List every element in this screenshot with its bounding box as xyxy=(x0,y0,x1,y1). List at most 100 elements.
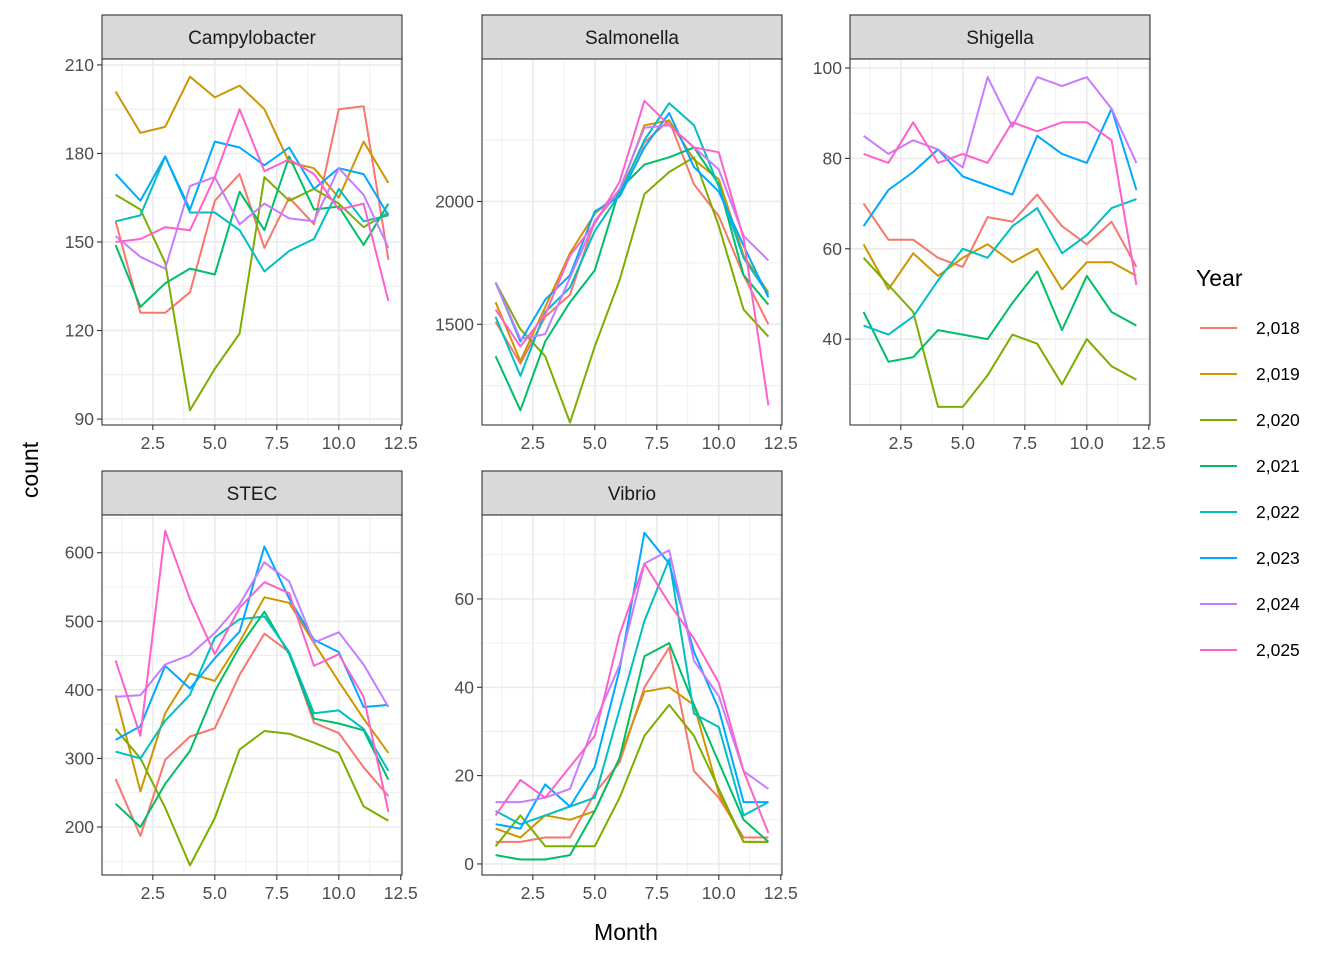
series-line-2-020 xyxy=(114,728,389,867)
x-tick-label: 5.0 xyxy=(203,883,228,903)
facet-strip-label: STEC xyxy=(227,484,278,505)
x-tick-label: 7.5 xyxy=(645,883,669,903)
facet-strip-label: Salmonella xyxy=(585,28,679,49)
legend-item-2-022: 2,022 xyxy=(1200,502,1300,522)
panel-stec: STEC 2.5 5.0 7.5 10.0 12.5 200 300 400 500 600 xyxy=(65,470,418,903)
series-line-2-018 xyxy=(862,193,1138,268)
x-tick-label: 2.5 xyxy=(141,883,165,903)
x-tick-label: 10.0 xyxy=(322,433,356,453)
series-line-2-019 xyxy=(495,686,769,843)
legend-item-2-023: 2,023 xyxy=(1200,548,1300,568)
x-tick-label: 10.0 xyxy=(702,433,736,453)
x-axis-title: Month xyxy=(594,919,658,945)
y-tick-label: 90 xyxy=(75,409,95,429)
series-line-2-025 xyxy=(494,99,770,406)
y-tick-label: 600 xyxy=(65,543,94,563)
legend-item-2-021: 2,021 xyxy=(1200,456,1300,476)
y-tick-label: 40 xyxy=(455,677,475,697)
series-line-2-019 xyxy=(862,243,1137,291)
x-tick-label: 2.5 xyxy=(889,433,913,453)
x-tick-label: 2.5 xyxy=(521,433,545,453)
x-tick-label: 2.5 xyxy=(521,883,545,903)
y-tick-label: 100 xyxy=(813,58,842,78)
x-tick-label: 5.0 xyxy=(583,883,608,903)
y-tick-label: 20 xyxy=(455,766,475,786)
x-tick-label: 10.0 xyxy=(322,883,356,903)
panel-border xyxy=(849,58,1151,426)
legend-label: 2,025 xyxy=(1256,640,1300,660)
y-tick-label: 400 xyxy=(65,680,94,700)
y-axis-title: count xyxy=(17,441,43,498)
facet-strip-label: Shigella xyxy=(966,28,1034,49)
series-line-2-025 xyxy=(115,108,390,302)
legend-item-2-020: 2,020 xyxy=(1200,410,1300,430)
y-tick-label: 150 xyxy=(65,232,94,252)
y-tick-label: 300 xyxy=(65,748,94,768)
panel-salmonella: Salmonella 2.5 5.0 7.5 10.0 12.5 1500 2000 xyxy=(435,14,798,453)
series-line-2-019 xyxy=(114,75,390,199)
series-line-2-024 xyxy=(115,561,390,708)
x-tick-label: 12.5 xyxy=(384,433,418,453)
y-tick-label: 0 xyxy=(464,854,474,874)
series-line-2-022 xyxy=(495,558,769,826)
series-line-2-025 xyxy=(494,562,770,834)
panel-background xyxy=(482,59,782,425)
series-line-2-022 xyxy=(863,198,1137,336)
x-tick-label: 5.0 xyxy=(583,433,608,453)
x-tick-label: 7.5 xyxy=(265,883,289,903)
legend-item-2-019: 2,019 xyxy=(1200,364,1300,384)
y-tick-label: 60 xyxy=(823,239,843,259)
series-line-2-024 xyxy=(494,124,770,340)
x-tick-label: 10.0 xyxy=(1070,433,1104,453)
series-line-2-023 xyxy=(114,140,390,216)
panel-border xyxy=(101,514,403,876)
y-tick-label: 60 xyxy=(455,589,475,609)
series-line-2-020 xyxy=(494,703,769,848)
y-tick-label: 40 xyxy=(823,329,843,349)
y-tick-label: 200 xyxy=(65,817,94,837)
series-line-2-020 xyxy=(862,257,1137,408)
legend-item-2-018: 2,018 xyxy=(1200,318,1300,338)
legend-label: 2,019 xyxy=(1256,364,1300,384)
facet-strip xyxy=(849,14,1151,60)
series-line-2-021 xyxy=(114,155,390,308)
legend-label: 2,020 xyxy=(1256,410,1300,430)
legend-item-2-024: 2,024 xyxy=(1200,594,1300,614)
legend-label: 2,018 xyxy=(1256,318,1300,338)
facet-strip-label: Campylobacter xyxy=(188,28,316,49)
x-tick-label: 12.5 xyxy=(1132,433,1166,453)
x-tick-label: 12.5 xyxy=(764,883,798,903)
panel-shigella: Shigella 2.5 5.0 7.5 10.0 12.5 40 60 80 100 xyxy=(813,14,1166,453)
x-tick-label: 12.5 xyxy=(384,883,418,903)
x-tick-label: 10.0 xyxy=(702,883,736,903)
facet-strip xyxy=(101,470,403,516)
legend-label: 2,021 xyxy=(1256,456,1300,476)
y-tick-label: 120 xyxy=(65,321,94,341)
y-tick-label: 2000 xyxy=(435,191,474,211)
series-line-2-023 xyxy=(494,112,770,343)
series-line-2-021 xyxy=(495,642,770,861)
x-tick-label: 2.5 xyxy=(141,433,165,453)
panel-campylobacter: Campylobacter 2.5 5.0 7.5 10.0 12.5 90 120 150 18… xyxy=(65,14,418,453)
x-tick-label: 7.5 xyxy=(645,433,669,453)
x-tick-label: 7.5 xyxy=(1013,433,1037,453)
series-line-2-021 xyxy=(862,270,1137,363)
facet-strip xyxy=(101,14,403,60)
panel-border xyxy=(481,58,783,426)
legend-label: 2,023 xyxy=(1256,548,1300,568)
series-line-2-023 xyxy=(862,107,1138,227)
panel-background xyxy=(102,515,402,875)
x-tick-label: 7.5 xyxy=(265,433,289,453)
y-tick-label: 80 xyxy=(823,148,843,168)
y-tick-label: 500 xyxy=(65,611,94,631)
legend-title: Year xyxy=(1196,265,1243,291)
series-line-2-024 xyxy=(114,167,390,270)
y-tick-label: 180 xyxy=(65,143,94,163)
series-line-2-018 xyxy=(114,632,390,837)
series-line-2-021 xyxy=(114,610,390,828)
legend-label: 2,022 xyxy=(1256,502,1300,522)
series-line-2-024 xyxy=(863,76,1138,169)
legend-label: 2,024 xyxy=(1256,594,1300,614)
series-line-2-024 xyxy=(495,549,769,804)
